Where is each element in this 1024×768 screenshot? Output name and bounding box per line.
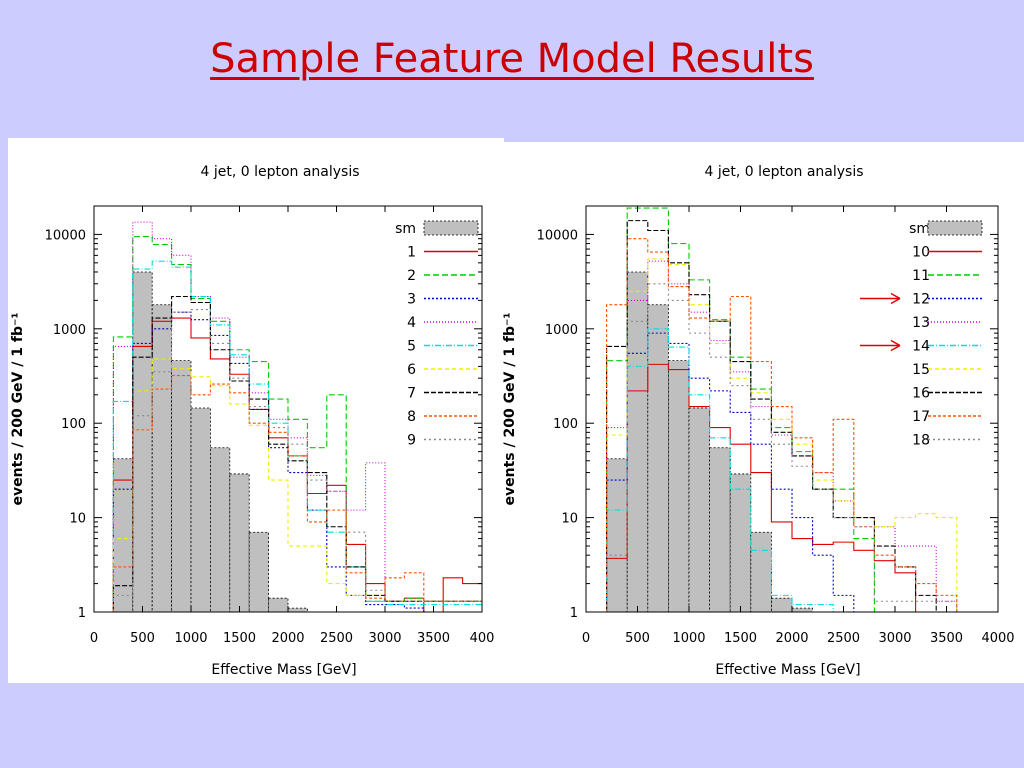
x-tick-label: 1000 <box>174 631 207 646</box>
sm-bar <box>606 458 628 612</box>
legend-swatch-sm <box>423 220 479 236</box>
x-tick-label: 3000 <box>368 631 401 646</box>
legend-label-6: 6 <box>407 362 416 378</box>
series-line-17 <box>606 238 998 612</box>
legend-label-5: 5 <box>407 339 416 355</box>
legend-label-17: 17 <box>912 409 930 425</box>
x-tick-label: 500 <box>625 631 650 646</box>
x-tick-label: 1500 <box>724 631 757 646</box>
legend-swatch-sm <box>927 220 983 236</box>
legend: sm 10 11 12 13 14 15 16 17 18 <box>860 220 983 449</box>
x-tick-label: 0 <box>582 631 590 646</box>
series-line-10 <box>606 363 998 612</box>
y-tick-label: 100 <box>61 417 86 432</box>
slide-title: Sample Feature Model Results <box>210 36 814 82</box>
x-tick-label: 1500 <box>223 631 256 646</box>
legend-label-18: 18 <box>912 433 930 449</box>
y-tick-label: 1 <box>78 606 86 621</box>
x-tick-label: 2000 <box>775 631 808 646</box>
legend-label-4: 4 <box>407 315 416 331</box>
sm-bar <box>750 531 772 612</box>
chart-title-right: 4 jet, 0 lepton analysis <box>704 164 863 180</box>
histogram-chart-right: 4 jet, 0 lepton analysis 0 500 1000 1500 2000… <box>502 164 1015 678</box>
sm-bar <box>709 447 731 612</box>
arrow-head-icon <box>890 292 901 305</box>
sm-bar <box>287 607 308 612</box>
y-tick-label: 1000 <box>53 323 86 338</box>
legend-label-7: 7 <box>407 386 416 402</box>
x-tick-label: 1000 <box>672 631 705 646</box>
arrow-head-icon <box>890 339 901 352</box>
legend: sm 1 2 3 4 5 6 7 8 9 <box>395 220 479 449</box>
x-tick-label: 3500 <box>417 631 450 646</box>
y-tick-label: 10000 <box>45 228 86 243</box>
sm-bar <box>647 304 669 612</box>
sm-bar <box>171 360 192 612</box>
x-axis-label: Effective Mass [GeV] <box>211 662 356 678</box>
series-line-7 <box>112 295 482 612</box>
y-tick-label: 10 <box>561 512 578 527</box>
sm-bar <box>151 304 172 612</box>
legend-label-15: 15 <box>912 362 930 378</box>
series-line-9 <box>112 308 482 612</box>
sm-bar <box>229 473 250 612</box>
chart-panel-right: 4 jet, 0 lepton analysis 0 500 1000 1500 2000… <box>500 142 1024 683</box>
sm-bar <box>729 473 752 612</box>
y-tick-label: 10000 <box>537 228 578 243</box>
series-line-8 <box>112 374 482 612</box>
x-tick-label: 2500 <box>320 631 353 646</box>
series-line-3 <box>112 311 482 612</box>
y-axis-label: events / 200 GeV / 1 fb⁻¹ <box>502 313 518 506</box>
x-tick-label: 400 <box>470 631 495 646</box>
sm-bar <box>209 447 231 612</box>
legend-label-sm: sm <box>395 221 416 237</box>
sm-bar <box>268 597 289 612</box>
sm-bar <box>688 407 711 612</box>
series-line-18 <box>606 283 998 612</box>
legend-label-sm: sm <box>909 221 930 237</box>
legend-label-1: 1 <box>407 245 416 261</box>
x-axis-label: Effective Mass [GeV] <box>715 662 860 678</box>
legend-label-12: 12 <box>912 292 930 308</box>
sm-bar <box>791 607 814 612</box>
sm-bar <box>132 271 153 612</box>
x-tick-label: 3500 <box>930 631 963 646</box>
sm-bar <box>626 271 649 612</box>
x-tick-label: 3000 <box>878 631 911 646</box>
legend-label-3: 3 <box>407 292 416 308</box>
legend-label-14: 14 <box>912 339 930 355</box>
y-axis-label: events / 200 GeV / 1 fb⁻¹ <box>10 313 26 506</box>
series-line-14 <box>606 328 998 612</box>
x-tick-label: 500 <box>130 631 155 646</box>
legend-label-2: 2 <box>407 268 416 284</box>
chart-title-left: 4 jet, 0 lepton analysis <box>200 164 359 180</box>
y-tick-label: 100 <box>553 417 578 432</box>
sm-bar <box>113 458 134 612</box>
chart-panel-left: 4 jet, 0 lepton analysis 0 500 1000 1500 2000… <box>8 138 504 683</box>
legend-label-8: 8 <box>407 409 416 425</box>
legend-label-16: 16 <box>912 386 930 402</box>
y-tick-label: 1 <box>570 606 578 621</box>
x-tick-label: 4000 <box>981 631 1014 646</box>
sm-bar <box>667 360 690 612</box>
x-tick-label: 2000 <box>271 631 304 646</box>
x-tick-label: 0 <box>90 631 98 646</box>
sm-bar <box>248 531 269 612</box>
legend-label-10: 10 <box>912 245 930 261</box>
sm-bar <box>190 407 211 612</box>
sm-bar <box>770 597 793 612</box>
legend-label-11: 11 <box>912 268 930 284</box>
y-tick-label: 10 <box>69 512 86 527</box>
legend-label-13: 13 <box>912 315 930 331</box>
x-tick-label: 2500 <box>827 631 860 646</box>
y-tick-label: 1000 <box>545 323 578 338</box>
histogram-chart-left: 4 jet, 0 lepton analysis 0 500 1000 1500 2000… <box>10 164 495 678</box>
legend-label-9: 9 <box>407 433 416 449</box>
